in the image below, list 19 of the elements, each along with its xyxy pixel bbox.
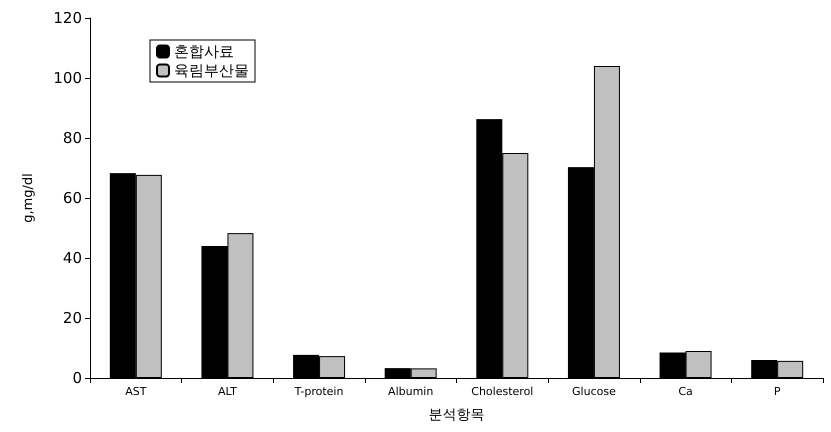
x-tick-label: AST [125, 385, 147, 398]
x-tick-label: P [774, 385, 781, 398]
y-tick-label: 40 [62, 249, 82, 267]
x-tick-label: Glucose [572, 385, 616, 398]
y-tick-label: 80 [62, 129, 82, 147]
x-tick-label: Albumin [388, 385, 434, 398]
legend-label: 육림부산물 [174, 62, 249, 80]
y-axis-title: g,mg/dl [21, 173, 36, 223]
y-tick-label: 60 [62, 189, 82, 207]
y-tick-label: 100 [53, 69, 82, 87]
x-axis-title: 분석항목 [428, 407, 484, 423]
x-tick-label: T-protein [294, 385, 344, 398]
y-tick-label: 0 [72, 369, 82, 387]
x-tick-label: Cholesterol [471, 385, 534, 398]
x-tick-label: Ca [678, 385, 693, 398]
legend-label: 혼합사료 [174, 42, 234, 60]
x-tick-label: ALT [218, 385, 238, 398]
y-tick-label: 120 [53, 9, 82, 27]
y-tick-label: 20 [62, 309, 82, 327]
